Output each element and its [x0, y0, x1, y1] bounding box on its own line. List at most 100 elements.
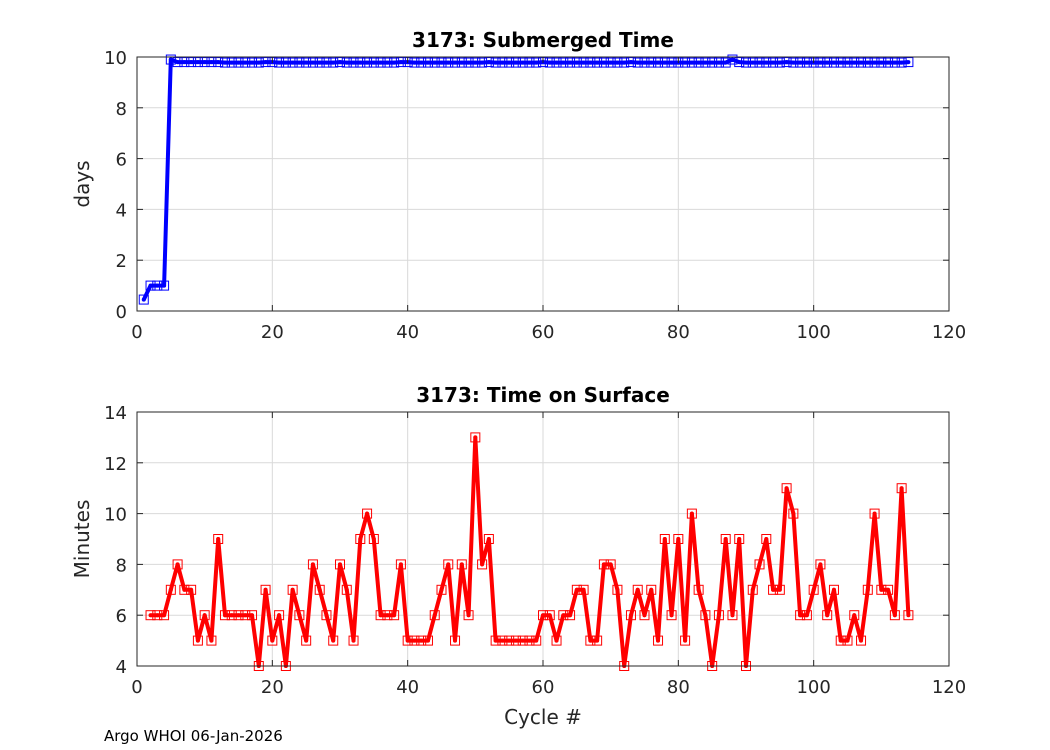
surface-time-point-marker [713, 610, 724, 621]
submerged-time-point-marker [335, 57, 345, 68]
surface-time-point-marker [395, 559, 406, 570]
surface-time-point-marker [260, 584, 271, 595]
submerged-time-point-marker [768, 57, 779, 68]
surface-time-point-marker [382, 610, 393, 621]
submerged-time-point-marker [463, 57, 474, 68]
submerged-time-point-dot [304, 60, 309, 65]
submerged-time-point-dot [608, 60, 613, 65]
surface-time-point-dot [892, 613, 897, 618]
submerged-time-point-dot [385, 60, 390, 65]
submerged-time-ytick-label: 10 [104, 48, 127, 69]
surface-time-point-marker [368, 534, 379, 544]
submerged-time-point-marker [368, 57, 379, 68]
surface-time-point-marker [362, 508, 373, 519]
submerged-time-point-dot [831, 60, 836, 65]
surface-time-point-dot [804, 613, 809, 618]
submerged-time-point-marker [206, 57, 217, 68]
surface-time-point-dot [669, 613, 674, 618]
submerged-time-point-dot [446, 60, 451, 65]
submerged-time-point-dot [324, 60, 329, 65]
surface-time-point-marker [436, 584, 447, 595]
surface-time-point-dot [419, 638, 424, 643]
surface-time-point-dot [432, 613, 437, 618]
submerged-time-point-dot [277, 60, 282, 65]
surface-time-point-marker [450, 635, 461, 646]
submerged-time-point-dot [216, 60, 221, 65]
surface-time-point-marker [686, 508, 697, 519]
surface-time-point-dot [689, 511, 694, 516]
surface-time-point-dot [344, 587, 349, 592]
surface-time-point-marker [903, 610, 914, 621]
submerged-time-point-marker [287, 57, 298, 68]
surface-time-point-marker [402, 635, 413, 646]
submerged-time-point-dot [195, 60, 200, 65]
surface-time-point-dot [351, 638, 356, 643]
surface-time-point-dot [865, 587, 870, 592]
submerged-time-point-dot [331, 60, 336, 65]
surface-time-xtick-label: 100 [796, 677, 830, 698]
surface-time-point-marker [159, 610, 170, 621]
submerged-time-point-marker [571, 57, 582, 68]
surface-time-chart: 0 20 40 60 80 100 120 4 6 8 10 12 14 3173: Time on S… [70, 383, 966, 729]
submerged-time-point-marker [585, 57, 596, 68]
surface-time-point-marker [341, 584, 352, 595]
submerged-time-ylabel: days [70, 160, 94, 207]
submerged-time-point-marker [145, 280, 156, 291]
submerged-time-point-dot [547, 60, 552, 65]
submerged-time-point-dot [236, 60, 241, 65]
submerged-time-point-dot [737, 60, 742, 65]
surface-time-point-dot [243, 613, 248, 618]
submerged-time-point-marker [862, 57, 873, 68]
surface-time-point-marker [416, 635, 427, 646]
surface-time-point-dot [182, 587, 187, 592]
surface-time-ytick-label: 4 [116, 657, 127, 678]
submerged-time-point-dot [290, 60, 295, 65]
submerged-time-point-marker [294, 57, 305, 68]
surface-time-point-marker [869, 508, 880, 519]
submerged-time-point-marker [443, 57, 454, 68]
surface-time-point-marker [328, 635, 339, 646]
surface-time-point-marker [754, 559, 765, 570]
surface-time-point-marker [598, 559, 609, 570]
submerged-time-point-marker [260, 57, 271, 68]
submerged-time-point-marker [314, 57, 325, 68]
submerged-time-point-marker [639, 57, 650, 68]
surface-time-point-dot [520, 638, 525, 643]
submerged-time-point-marker [416, 57, 427, 68]
submerged-time-point-dot [493, 60, 498, 65]
surface-time-point-marker [152, 610, 163, 621]
surface-time-point-dot [683, 638, 688, 643]
submerged-time-point-marker [889, 57, 900, 68]
submerged-time-point-marker [612, 57, 623, 68]
submerged-time-point-marker [186, 57, 197, 68]
submerged-time-point-marker [781, 57, 792, 68]
surface-time-point-dot [716, 613, 721, 618]
submerged-time-point-dot [642, 60, 647, 65]
surface-time-point-dot [750, 587, 755, 592]
submerged-time-point-dot [453, 60, 458, 65]
surface-time-point-marker [321, 610, 332, 621]
surface-time-point-marker [653, 635, 664, 646]
submerged-time-point-dot [344, 60, 349, 65]
submerged-time-point-dot [581, 60, 586, 65]
surface-time-point-dot [378, 613, 383, 618]
submerged-time-point-marker [693, 57, 704, 68]
surface-time-point-marker [896, 483, 907, 494]
submerged-time-point-dot [378, 60, 383, 65]
surface-time-point-marker [314, 584, 325, 595]
surface-time-point-dot [608, 562, 613, 567]
submerged-time-point-marker [625, 57, 636, 68]
surface-time-point-marker [646, 584, 657, 595]
submerged-time-point-marker [307, 57, 318, 68]
submerged-time-xtick-label: 80 [667, 322, 690, 343]
surface-time-point-dot [405, 638, 410, 643]
surface-time-point-dot [338, 562, 342, 567]
surface-time-point-dot [168, 587, 173, 592]
submerged-time-point-dot [730, 57, 735, 62]
submerged-time-point-marker [382, 57, 393, 68]
surface-time-point-dot [703, 613, 708, 618]
submerged-time-point-dot [297, 60, 302, 65]
surface-time-point-marker [213, 534, 224, 544]
submerged-time-point-dot [486, 60, 491, 65]
surface-time-point-dot [398, 562, 403, 567]
